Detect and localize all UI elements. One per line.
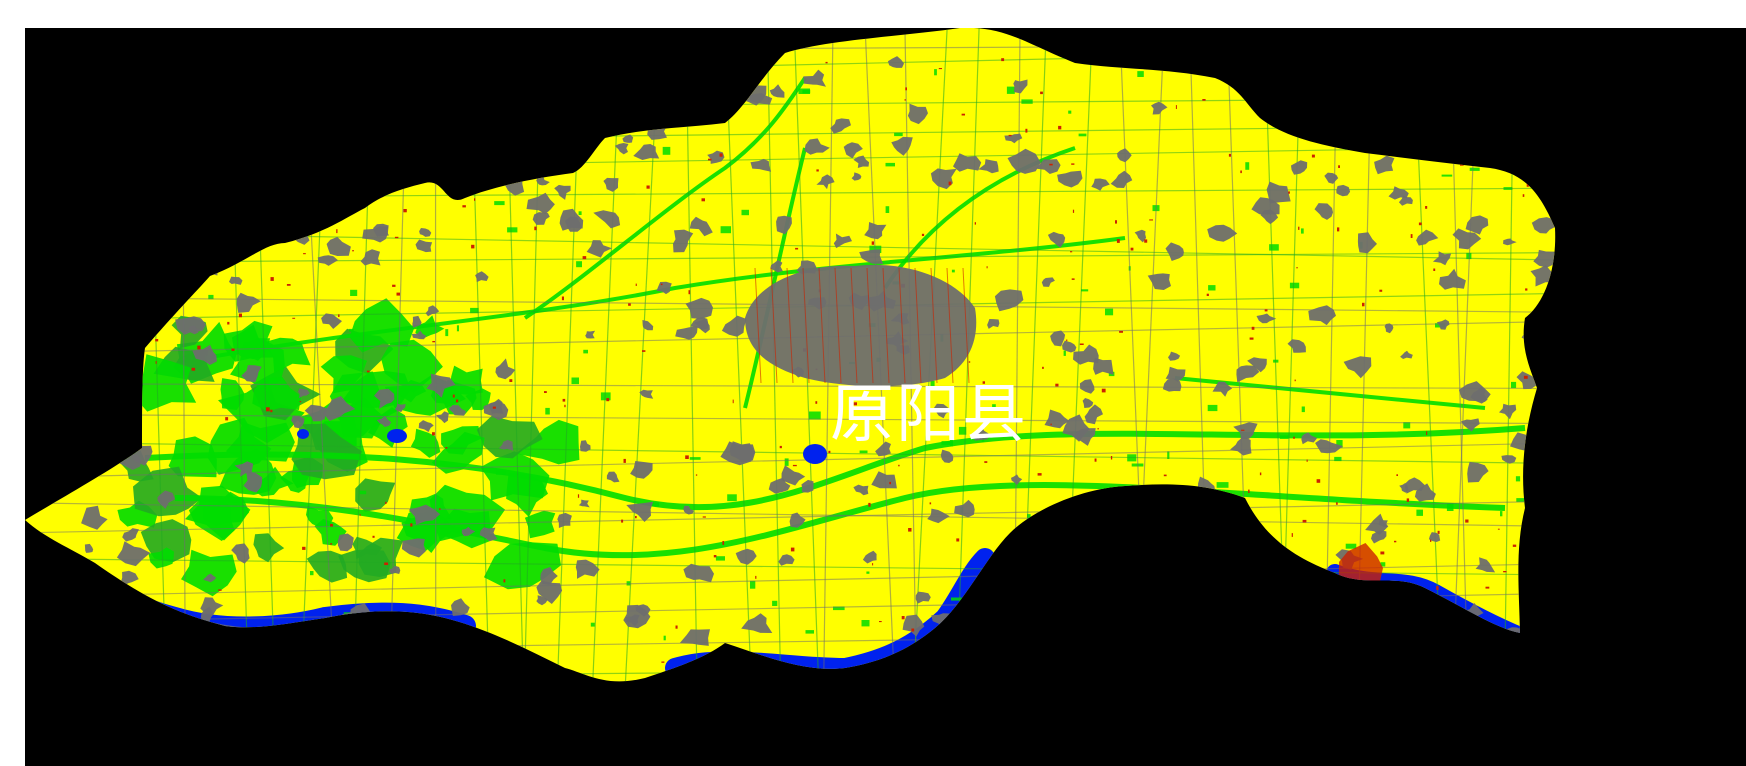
map-canvas xyxy=(25,28,1556,682)
county-name-label: 原阳县 xyxy=(830,378,1028,452)
lake-layer xyxy=(297,429,827,464)
land-cover-map: 原阳县 xyxy=(25,28,1746,766)
county-town xyxy=(745,264,977,387)
